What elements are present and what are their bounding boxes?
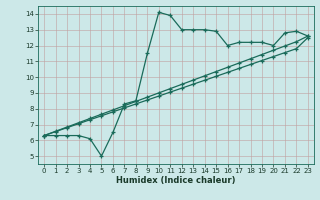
X-axis label: Humidex (Indice chaleur): Humidex (Indice chaleur) bbox=[116, 176, 236, 185]
